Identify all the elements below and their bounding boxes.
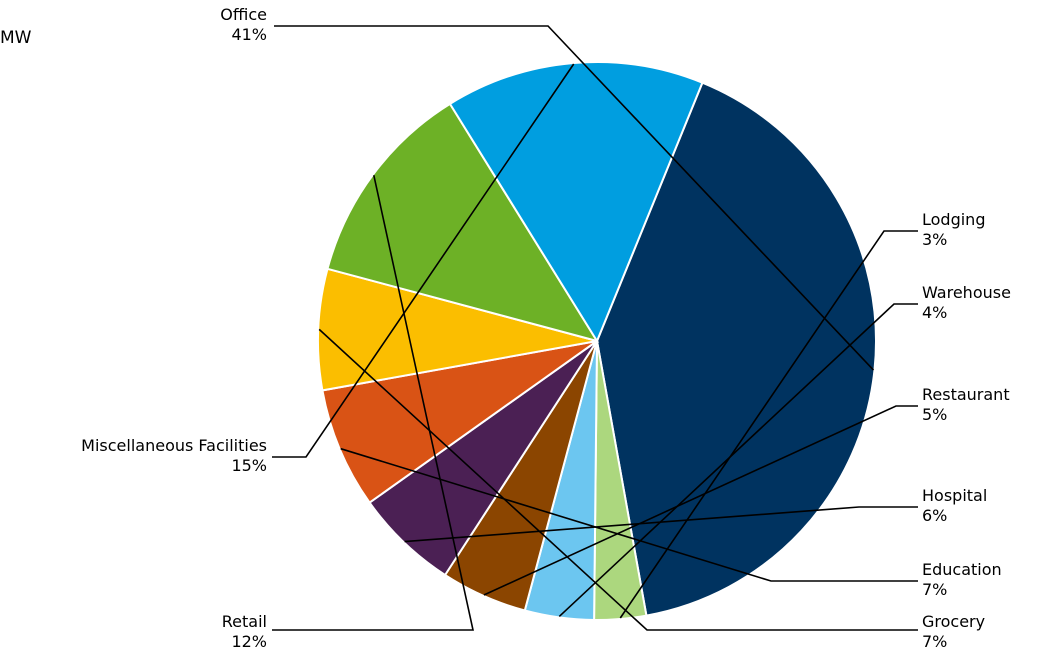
leader-line-miscellaneous-facilities	[272, 63, 575, 458]
slice-label-office: Office	[220, 5, 267, 24]
leader-lines	[272, 25, 918, 631]
slice-value-grocery: 7%	[922, 632, 947, 651]
slice-label-retail: Retail	[222, 612, 267, 631]
slice-value-retail: 12%	[231, 632, 267, 651]
leader-line-hospital	[404, 506, 918, 543]
units-label: MW	[0, 28, 32, 48]
pie-slice-miscellaneous-facilities	[448, 61, 704, 344]
leader-line-retail	[272, 175, 474, 631]
slice-label-restaurant: Restaurant	[922, 385, 1010, 404]
pie-slice-education	[321, 340, 598, 505]
slice-value-hospital: 6%	[922, 506, 947, 525]
slice-label-education: Education	[922, 560, 1002, 579]
pie-slices	[317, 61, 878, 621]
leader-line-restaurant	[483, 405, 918, 596]
slice-value-warehouse: 4%	[922, 303, 947, 322]
slice-value-miscellaneous-facilities: 15%	[231, 456, 267, 475]
pie-slice-retail	[326, 102, 600, 343]
slice-value-education: 7%	[922, 580, 947, 599]
slice-label-grocery: Grocery	[922, 612, 985, 631]
pie-slice-office	[595, 81, 878, 617]
leader-line-lodging	[619, 230, 918, 619]
slice-label-miscellaneous-facilities: Miscellaneous Facilities	[81, 436, 267, 455]
slice-label-lodging: Lodging	[922, 210, 985, 229]
leader-line-warehouse	[558, 303, 918, 617]
slice-value-office: 41%	[231, 25, 267, 44]
leader-line-education	[340, 447, 918, 582]
slice-value-lodging: 3%	[922, 230, 947, 249]
leader-line-grocery	[318, 328, 918, 631]
pie-slice-grocery	[317, 267, 598, 392]
slice-label-hospital: Hospital	[922, 486, 987, 505]
leader-line-office	[274, 25, 875, 371]
slice-label-warehouse: Warehouse	[922, 283, 1011, 302]
slice-value-restaurant: 5%	[922, 405, 947, 424]
